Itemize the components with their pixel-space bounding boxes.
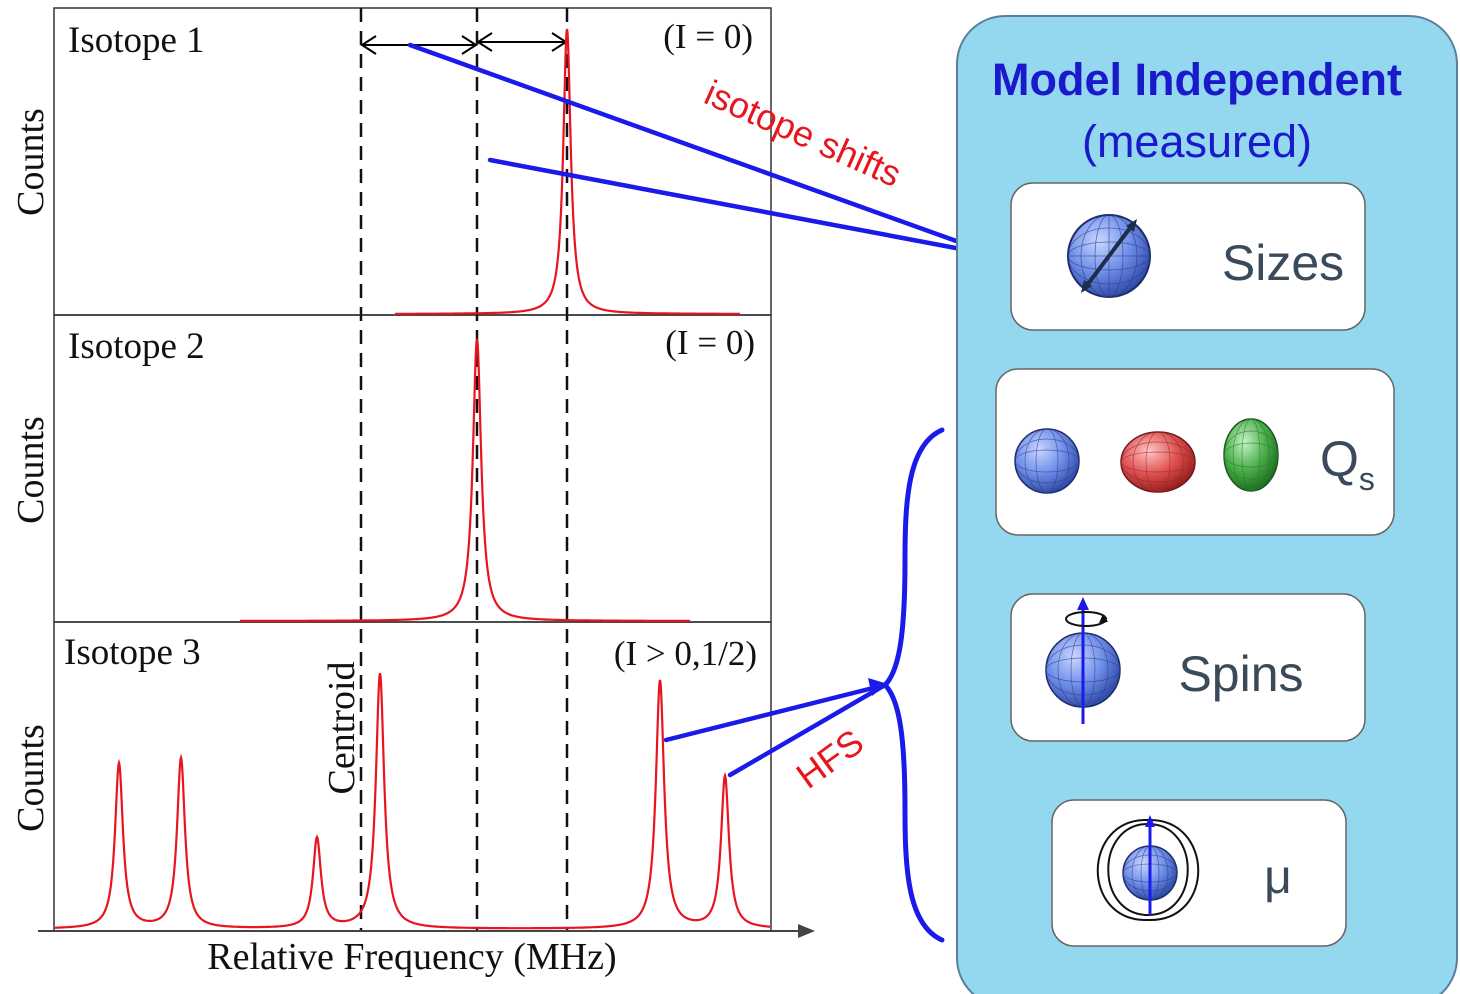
hfs-curly-brace: [881, 427, 945, 943]
sphere-spherical-icon: [1014, 428, 1080, 494]
panel-title-isotope-1: Isotope 1: [68, 20, 205, 61]
x-axis-arrowhead: [798, 924, 815, 938]
quadrupole-symbol: Q: [1320, 431, 1359, 487]
panel-title-isotope-2: Isotope 2: [68, 326, 205, 367]
panel-title-isotope-3: Isotope 3: [64, 632, 201, 673]
x-axis-label: Relative Frequency (MHz): [207, 936, 616, 978]
y-label-isotope-2: Counts: [10, 416, 52, 524]
card-sizes-label: Sizes: [1222, 235, 1344, 291]
spectrum-curve-isotope-3: [55, 672, 770, 930]
spectrum-curve-isotope-1: [395, 28, 740, 315]
hfs-arrow-1: [663, 682, 888, 743]
card-magnetic-moment: μ: [1051, 799, 1347, 947]
magnetic-dipole-icon: [1096, 815, 1200, 922]
centroid-label: Centroid: [321, 662, 363, 795]
isotope-shifts-label: isotope shifts: [699, 72, 908, 195]
card-quadrupole-label: Qs: [1320, 431, 1375, 497]
y-label-isotope-1: Counts: [10, 108, 52, 216]
model-panel-title: Model Independent: [992, 54, 1402, 105]
isotope-shift-arrow-2: [487, 157, 1001, 260]
panel-spin-isotope-1: (I = 0): [663, 17, 753, 56]
spectrum-curve-isotope-2: [240, 338, 690, 622]
sphere-oblate-icon: [1120, 431, 1196, 493]
card-spins: Spins: [1010, 593, 1366, 742]
annotation-arrows: [407, 42, 1001, 943]
shift-double-arrows: [360, 32, 568, 55]
panel-spin-isotope-3: (I > 0,1/2): [614, 634, 757, 673]
isotope-shift-arrow-1: [407, 42, 1001, 259]
y-label-isotope-3: Counts: [10, 724, 52, 832]
hfs-arrow-2: [727, 682, 888, 778]
spinning-sphere-icon: [1045, 597, 1121, 724]
card-spins-label: Spins: [1178, 646, 1303, 702]
card-sizes: Sizes: [1010, 182, 1366, 331]
card-magnetic-moment-label: μ: [1264, 851, 1292, 904]
panel-spin-isotope-2: (I = 0): [665, 323, 755, 362]
hfs-arrowhead: [868, 678, 888, 696]
sphere-size-icon: [1067, 214, 1151, 298]
card-quadrupole: Qs: [995, 368, 1395, 536]
sphere-prolate-icon: [1223, 418, 1279, 492]
quadrupole-subscript: s: [1359, 461, 1375, 497]
spectra-plots: Isotope 1 (I = 0) Isotope 2 (I = 0) Isot…: [10, 7, 815, 978]
model-independent-panel: Model Independent (measured) Sizes: [956, 15, 1458, 994]
model-panel-subtitle: (measured): [1082, 116, 1312, 167]
